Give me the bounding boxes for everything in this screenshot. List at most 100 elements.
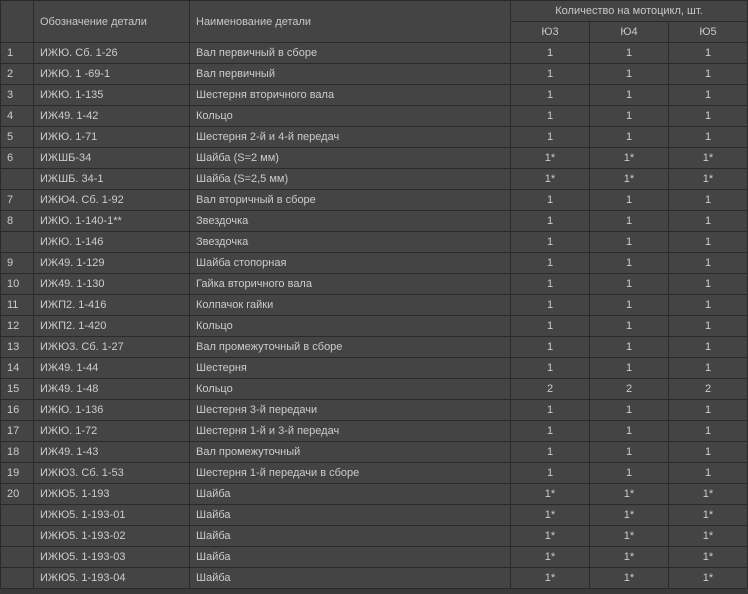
cell-name: Шестерня 2-й и 4-й передач [190,127,510,147]
cell-qty: 1 [511,190,589,210]
cell-qty: 1 [590,85,668,105]
cell-qty: 1* [590,526,668,546]
cell-qty: 1* [511,547,589,567]
cell-num: 5 [1,127,33,147]
cell-num: 6 [1,148,33,168]
cell-qty: 1 [590,106,668,126]
cell-name: Шестерня [190,358,510,378]
cell-qty: 2 [511,379,589,399]
header-code: Обозначение детали [34,1,189,42]
cell-num: 9 [1,253,33,273]
header-name: Наименование детали [190,1,510,42]
cell-name: Шестерня вторичного вала [190,85,510,105]
cell-code: ИЖЮ4. Сб. 1-92 [34,190,189,210]
cell-name: Вал промежуточный [190,442,510,462]
cell-qty: 1* [511,148,589,168]
cell-qty: 1 [511,64,589,84]
cell-name: Кольцо [190,316,510,336]
parts-table: Обозначение детали Наименование детали К… [0,0,748,589]
cell-name: Шайба [190,505,510,525]
cell-name: Колпачок гайки [190,295,510,315]
cell-num: 14 [1,358,33,378]
cell-num: 13 [1,337,33,357]
cell-qty: 1 [590,274,668,294]
header-qty-yu3: Ю3 [511,22,589,42]
cell-code: ИЖП2. 1-420 [34,316,189,336]
cell-qty: 1 [590,316,668,336]
cell-name: Кольцо [190,106,510,126]
cell-name: Гайка вторичного вала [190,274,510,294]
table-row: ИЖШБ. 34-1Шайба (S=2,5 мм)1*1*1* [1,169,747,189]
table-row: 6ИЖШБ-34Шайба (S=2 мм)1*1*1* [1,148,747,168]
cell-code: ИЖ49. 1-44 [34,358,189,378]
cell-code: ИЖЮ. 1-135 [34,85,189,105]
header-qty-group: Количество на мотоцикл, шт. [511,1,747,21]
cell-num: 11 [1,295,33,315]
cell-qty: 1 [511,211,589,231]
cell-code: ИЖ49. 1-48 [34,379,189,399]
cell-qty: 1 [669,358,747,378]
cell-qty: 1* [511,526,589,546]
table-row: 12ИЖП2. 1-420Кольцо111 [1,316,747,336]
cell-qty: 1 [590,64,668,84]
table-row: 13ИЖЮ3. Сб. 1-27Вал промежуточный в сбор… [1,337,747,357]
cell-num [1,505,33,525]
cell-qty: 1 [511,295,589,315]
cell-qty: 1 [669,442,747,462]
table-row: 9ИЖ49. 1-129Шайба стопорная111 [1,253,747,273]
cell-qty: 1 [590,253,668,273]
header-qty-yu4: Ю4 [590,22,668,42]
cell-qty: 1 [511,463,589,483]
cell-code: ИЖ49. 1-43 [34,442,189,462]
cell-qty: 1 [669,43,747,63]
cell-qty: 1 [669,274,747,294]
cell-num: 1 [1,43,33,63]
cell-code: ИЖЮ. 1-72 [34,421,189,441]
cell-qty: 1* [669,526,747,546]
table-row: ИЖЮ5. 1-193-01Шайба1*1*1* [1,505,747,525]
cell-qty: 1* [511,505,589,525]
cell-name: Шайба (S=2,5 мм) [190,169,510,189]
cell-name: Шестерня 1-й и 3-й передач [190,421,510,441]
table-row: 3ИЖЮ. 1-135Шестерня вторичного вала111 [1,85,747,105]
cell-qty: 1 [511,421,589,441]
cell-code: ИЖЮ5. 1-193-01 [34,505,189,525]
cell-code: ИЖШБ. 34-1 [34,169,189,189]
table-row: 2ИЖЮ. 1 -69-1Вал первичный111 [1,64,747,84]
table-body: 1ИЖЮ. Сб. 1-26Вал первичный в сборе1112И… [1,43,747,588]
cell-qty: 1 [669,127,747,147]
cell-qty: 1* [590,148,668,168]
cell-qty: 1 [669,211,747,231]
cell-name: Кольцо [190,379,510,399]
cell-qty: 1 [590,421,668,441]
cell-qty: 1 [511,43,589,63]
cell-num: 10 [1,274,33,294]
cell-qty: 1 [669,400,747,420]
cell-num: 19 [1,463,33,483]
cell-qty: 1 [669,421,747,441]
cell-qty: 1 [669,337,747,357]
cell-num: 18 [1,442,33,462]
cell-qty: 1 [590,211,668,231]
cell-qty: 1 [590,358,668,378]
table-row: 20ИЖЮ5. 1-193Шайба1*1*1* [1,484,747,504]
cell-qty: 1* [511,484,589,504]
table-row: 5ИЖЮ. 1-71Шестерня 2-й и 4-й передач111 [1,127,747,147]
cell-name: Шайба [190,547,510,567]
cell-qty: 1* [669,547,747,567]
cell-num [1,526,33,546]
cell-qty: 1 [511,253,589,273]
cell-num: 15 [1,379,33,399]
cell-qty: 1* [590,505,668,525]
table-row: 16ИЖЮ. 1-136Шестерня 3-й передачи111 [1,400,747,420]
cell-qty: 1* [669,484,747,504]
cell-qty: 1* [669,148,747,168]
cell-num: 20 [1,484,33,504]
cell-num [1,568,33,588]
cell-qty: 1 [669,85,747,105]
cell-num: 8 [1,211,33,231]
cell-qty: 1 [511,337,589,357]
cell-qty: 1 [590,442,668,462]
cell-num: 4 [1,106,33,126]
cell-num [1,547,33,567]
